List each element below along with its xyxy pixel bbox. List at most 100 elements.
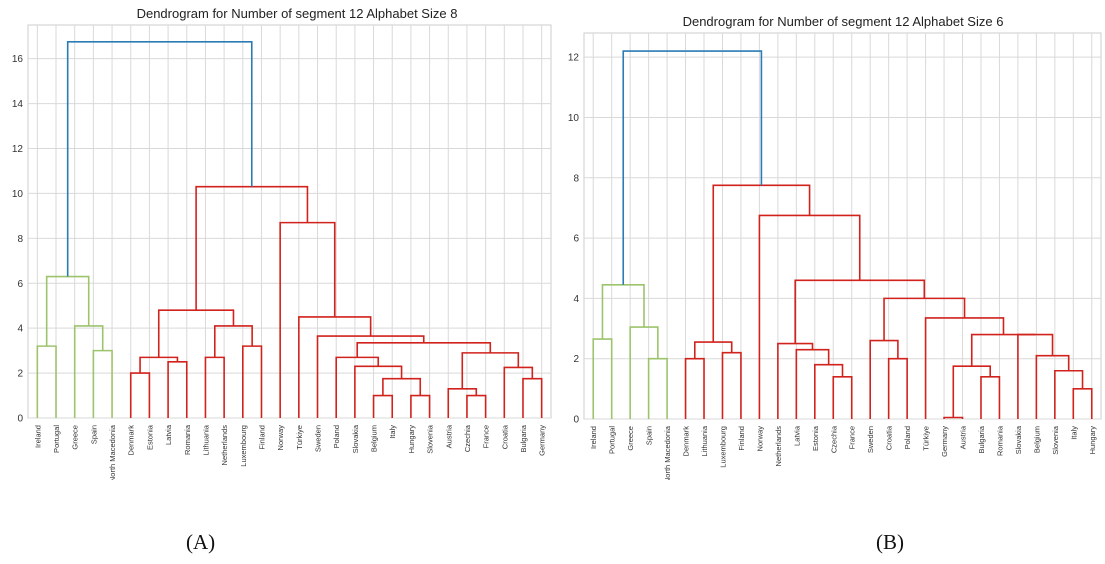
leaf-label: Norway bbox=[755, 426, 764, 452]
y-tick-label: 12 bbox=[568, 53, 580, 64]
dendrogram-link bbox=[1035, 354, 1070, 419]
dendrogram-link bbox=[356, 341, 492, 358]
dendrogram-link bbox=[952, 365, 992, 418]
leaf-label: Slovakia bbox=[351, 424, 360, 453]
leaf-label: France bbox=[848, 426, 857, 449]
leaf-label: North Macedonia bbox=[663, 425, 672, 480]
dendrogram-link bbox=[869, 339, 899, 419]
dendrogram-link bbox=[92, 349, 113, 418]
leaf-label: Lithuania bbox=[700, 425, 709, 456]
leaf-label: Austria bbox=[444, 424, 453, 448]
leaf-label: Germany bbox=[940, 426, 949, 457]
y-tick-label: 0 bbox=[573, 415, 579, 426]
dendrogram-link bbox=[213, 325, 253, 358]
dendrogram-link bbox=[980, 375, 1001, 419]
leaf-label: Estonia bbox=[145, 424, 154, 450]
dendrogram-link bbox=[684, 357, 705, 419]
leaf-label: Norway bbox=[276, 425, 285, 451]
panel-caption-b: (B) bbox=[876, 530, 904, 554]
leaf-label: Lithuania bbox=[201, 424, 210, 455]
y-tick-label: 12 bbox=[12, 144, 24, 155]
dendrogram-chart-b: Dendrogram for Number of segment 12 Alph… bbox=[568, 14, 1102, 480]
leaf-label: Estonia bbox=[811, 425, 820, 451]
dendrogram-link bbox=[721, 351, 742, 419]
y-tick-label: 2 bbox=[573, 354, 579, 365]
panel-caption-a: (A) bbox=[186, 530, 216, 554]
dendrogram-link bbox=[45, 275, 90, 347]
leaf-label: Hungary bbox=[1088, 426, 1097, 455]
dendrogram-link bbox=[795, 348, 830, 419]
dendrogram-chart-a: Dendrogram for Number of segment 12 Alph… bbox=[12, 6, 552, 480]
leaf-label: Austria bbox=[959, 425, 968, 449]
y-tick-label: 8 bbox=[17, 234, 23, 245]
dendrogram-link bbox=[758, 214, 861, 419]
leaf-label: Croatia bbox=[885, 425, 894, 450]
leaf-label: Greece bbox=[71, 425, 80, 450]
leaf-label: Denmark bbox=[682, 426, 691, 457]
dendrogram-link bbox=[814, 363, 844, 419]
leaf-label: Poland bbox=[903, 426, 912, 449]
dendrogram-link bbox=[461, 352, 520, 389]
dendrogram-link bbox=[139, 356, 179, 374]
leaf-label: Latvia bbox=[792, 425, 801, 446]
dendrogram-link bbox=[522, 377, 543, 418]
leaf-label: Croatia bbox=[500, 424, 509, 449]
leaf-label: Türkiye bbox=[295, 425, 304, 450]
leaf-label: Belgium bbox=[370, 425, 379, 452]
dendrogram-link bbox=[887, 357, 908, 419]
dendrogram-link bbox=[1072, 388, 1093, 419]
dendrogram-link bbox=[335, 356, 380, 418]
dendrogram-link bbox=[466, 394, 487, 418]
leaf-label: Germany bbox=[538, 425, 547, 456]
leaf-label: Italy bbox=[388, 425, 397, 439]
dendrogram-link bbox=[279, 221, 336, 418]
leaf-label: Ireland bbox=[589, 426, 598, 449]
leaf-label: Poland bbox=[332, 425, 341, 448]
dendrogram-link bbox=[354, 365, 403, 418]
leaf-label: Latvia bbox=[164, 424, 173, 445]
y-tick-label: 14 bbox=[12, 99, 24, 110]
dendrogram-link bbox=[298, 316, 372, 418]
dendrogram-link bbox=[157, 309, 235, 358]
leaf-label: Finland bbox=[737, 426, 746, 451]
leaf-label: Greece bbox=[626, 426, 635, 451]
leaf-label: Finland bbox=[257, 425, 266, 450]
leaf-label: Hungary bbox=[407, 425, 416, 454]
dendrogram-link bbox=[970, 333, 1036, 367]
leaf-label: Luxembourg bbox=[718, 426, 727, 468]
dendrogram-link bbox=[924, 317, 1005, 419]
chart-title: Dendrogram for Number of segment 12 Alph… bbox=[137, 6, 458, 21]
dendrogram-link bbox=[447, 388, 478, 418]
leaf-label: Denmark bbox=[127, 425, 136, 456]
leaf-label: Romania bbox=[183, 424, 192, 455]
dendrogram-link bbox=[195, 185, 309, 311]
y-tick-label: 10 bbox=[12, 189, 24, 200]
dendrogram-link bbox=[129, 372, 151, 418]
dendrogram-link bbox=[73, 325, 104, 418]
leaf-label: Portugal bbox=[52, 425, 61, 453]
dendrogram-link bbox=[316, 335, 425, 418]
y-tick-label: 16 bbox=[12, 54, 24, 65]
y-tick-label: 6 bbox=[17, 279, 23, 290]
dendrogram-link bbox=[167, 361, 188, 418]
y-tick-label: 10 bbox=[568, 113, 580, 124]
leaf-label: Sweden bbox=[866, 426, 875, 453]
leaf-label: Bulgaria bbox=[977, 425, 986, 453]
dendrogram-link bbox=[410, 394, 431, 418]
leaf-label: Sweden bbox=[314, 425, 323, 452]
dendrogram-link bbox=[36, 345, 57, 418]
leaf-label: Spain bbox=[645, 426, 654, 445]
leaf-label: Türkiye bbox=[922, 426, 931, 451]
leaf-label: Czechia bbox=[829, 425, 838, 453]
dendrogram-link bbox=[647, 357, 668, 419]
dendrogram-link bbox=[503, 366, 534, 418]
y-tick-label: 8 bbox=[573, 173, 579, 184]
plot-frame bbox=[27, 24, 552, 419]
y-tick-label: 2 bbox=[17, 369, 23, 380]
dendrogram-link bbox=[622, 50, 763, 285]
dendrogram-link bbox=[629, 326, 659, 419]
y-tick-label: 6 bbox=[573, 234, 579, 245]
dendrogram-link bbox=[832, 375, 853, 419]
dendrogram-link bbox=[204, 356, 225, 418]
dendrogram-link bbox=[372, 394, 394, 418]
